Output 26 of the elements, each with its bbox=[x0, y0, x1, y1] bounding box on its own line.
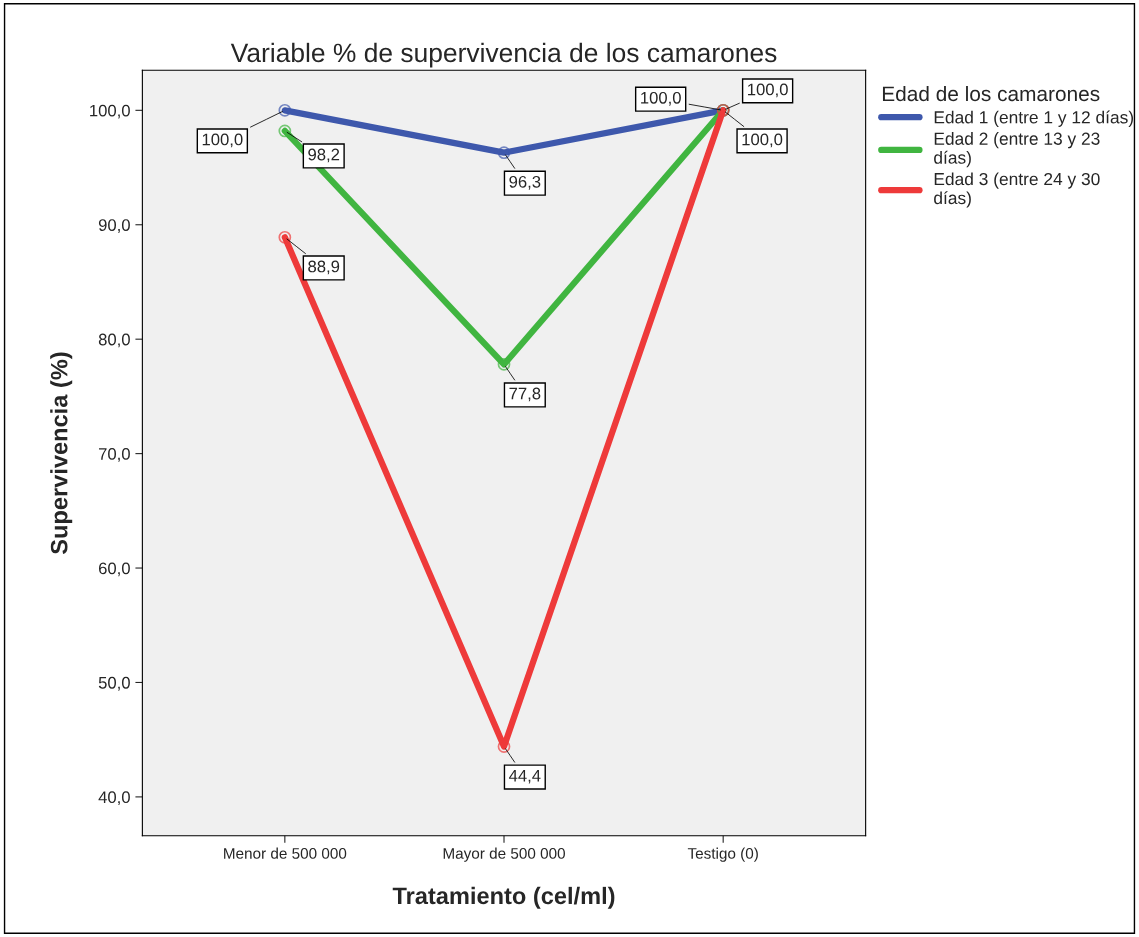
y-tick-label: 90,0 bbox=[98, 219, 130, 233]
y-axis-title: Supervivencia (%) bbox=[50, 352, 73, 555]
y-tick-label: 50,0 bbox=[98, 676, 130, 691]
y-tick-label: 100,0 bbox=[90, 104, 130, 119]
y-tick-label: 80,0 bbox=[98, 333, 130, 348]
x-axis-title: Tratamiento (cel/ml) bbox=[392, 886, 615, 909]
y-tick-label: 60,0 bbox=[98, 562, 130, 577]
data-label: 77,8 bbox=[509, 387, 541, 402]
y-tick-label: 40,0 bbox=[98, 791, 130, 806]
x-tick-label: Menor de 500 000 bbox=[224, 847, 347, 859]
x-tick-label: Mayor de 500 000 bbox=[443, 847, 565, 862]
data-label: 98,2 bbox=[308, 148, 340, 163]
data-label: 100,0 bbox=[748, 83, 788, 98]
data-label: 100,0 bbox=[742, 133, 783, 148]
x-tick-label: Testigo (0) bbox=[687, 847, 758, 862]
data-label: 88,9 bbox=[308, 260, 340, 275]
legend-label: Edad 1 (entre 1 y 12 días) bbox=[934, 110, 1134, 127]
data-label: 96,3 bbox=[509, 175, 541, 190]
data-label: 100,0 bbox=[202, 133, 243, 148]
legend-label: Edad 3 (entre 24 y 30 días) bbox=[934, 172, 1100, 208]
data-label: 100,0 bbox=[641, 91, 681, 106]
y-tick-label: 70,0 bbox=[98, 448, 130, 462]
chart-title: Variable % de supervivencia de los camarones bbox=[230, 42, 777, 68]
data-label: 44,4 bbox=[509, 769, 541, 784]
legend-label: Edad 2 (entre 13 y 23 días) bbox=[934, 132, 1100, 168]
legend-title: Edad de los camarones bbox=[882, 85, 1100, 102]
